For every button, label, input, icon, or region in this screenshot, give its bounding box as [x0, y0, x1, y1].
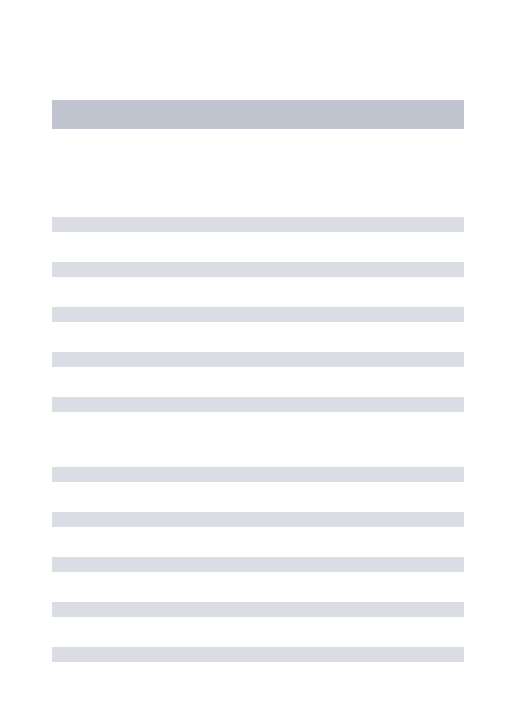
text-placeholder-line — [52, 647, 464, 662]
title-placeholder-bar — [52, 100, 464, 129]
text-placeholder-line — [52, 467, 464, 482]
text-placeholder-line — [52, 602, 464, 617]
text-placeholder-line — [52, 512, 464, 527]
text-placeholder-line — [52, 557, 464, 572]
text-placeholder-line — [52, 217, 464, 232]
text-placeholder-line — [52, 262, 464, 277]
skeleton-document — [0, 0, 516, 713]
text-placeholder-line — [52, 307, 464, 322]
section-gap — [52, 442, 464, 467]
text-placeholder-line — [52, 397, 464, 412]
text-placeholder-line — [52, 352, 464, 367]
